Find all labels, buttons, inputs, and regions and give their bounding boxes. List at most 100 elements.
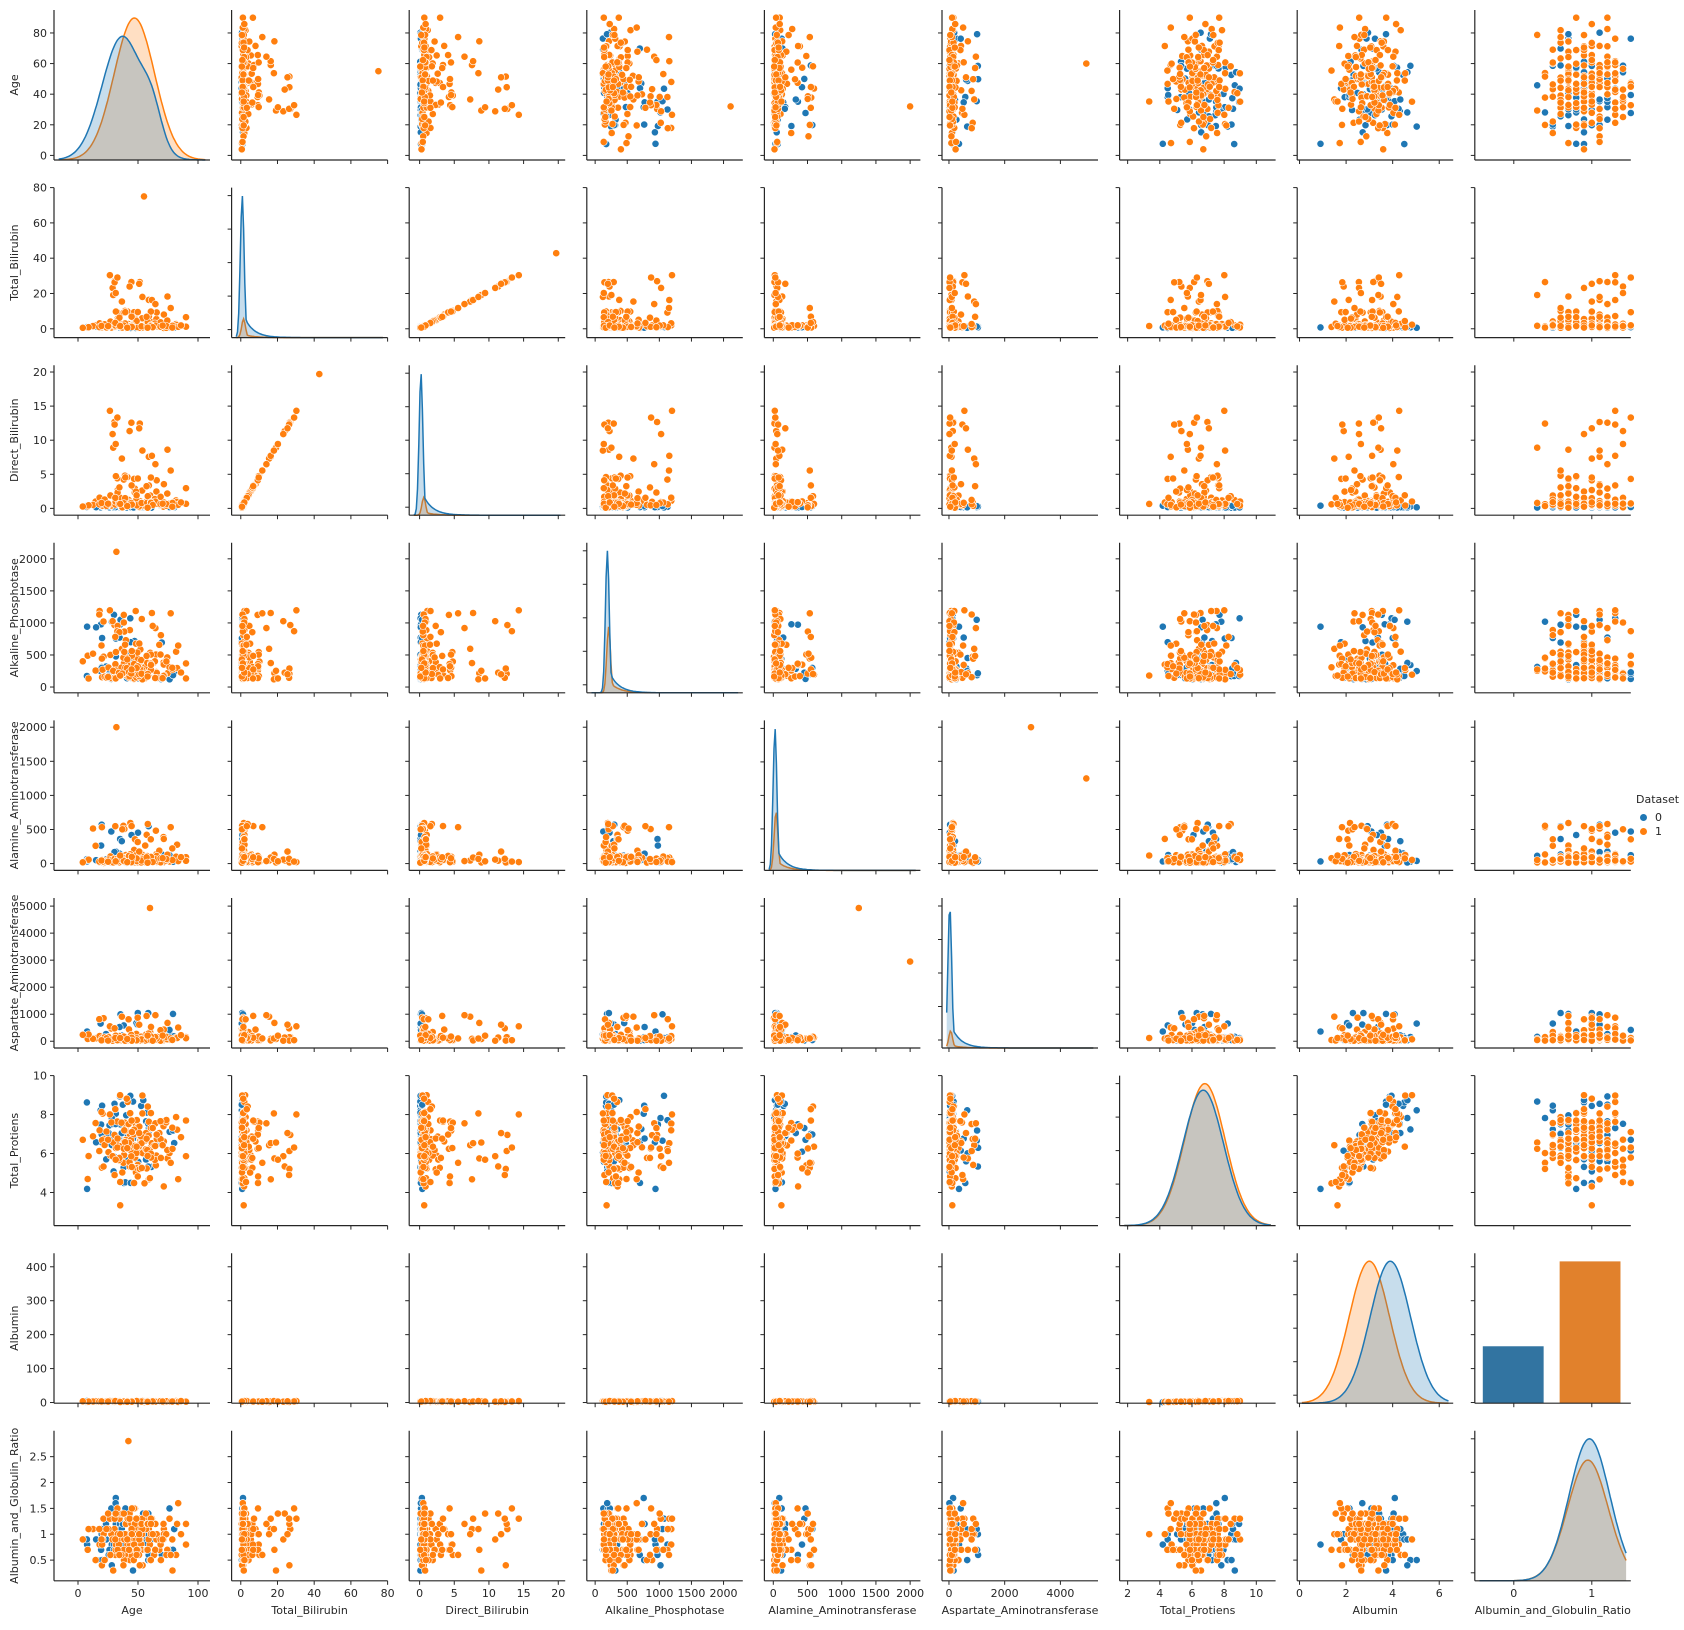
y-tick-label: 2000: [19, 721, 47, 734]
x-axis-label-Albumin_and_Globulin_Ratio: Albumin_and_Globulin_Ratio: [1475, 1604, 1631, 1617]
x-tick-label: 4: [1156, 1587, 1163, 1600]
panel-Age-vs-Alkaline_Phosphotase: [582, 10, 743, 164]
panel-Direct_Bilirubin-vs-Age: 0 5 10 15 20 Direct_Bilirubin: [8, 365, 210, 520]
panel-Age-vs-Albumin_and_Globulin_Ratio: [1470, 10, 1635, 164]
y-tick-label: 60: [33, 58, 47, 71]
panel-Alkaline_Phosphotase-vs-Albumin_and_Globulin_Ratio: [1470, 542, 1635, 697]
panel-Alkaline_Phosphotase-vs-Aspartate_Aminotransferase: [938, 542, 1098, 697]
panel-Total_Bilirubin-vs-Total_Protiens: [1115, 187, 1276, 342]
x-tick-label: 2000: [991, 1587, 1019, 1600]
x-tick-label: 500: [617, 1587, 638, 1600]
panel-Total_Bilirubin-vs-Alamine_Aminotransferase: [760, 187, 921, 342]
panel-Aspartate_Aminotransferase-vs-Age: 0 1000 2000 3000 4000 5000Aspartate_Aminotran…: [8, 894, 210, 1052]
panel-Albumin-vs-Albumin_and_Globulin_Ratio: [1470, 1253, 1631, 1408]
panel-Aspartate_Aminotransferase-vs-Alamine_Aminotransferase: [760, 898, 921, 1052]
y-tick-label: 1500: [19, 585, 47, 598]
panel-Total_Protiens-vs-Total_Protiens: [1115, 1075, 1276, 1230]
x-tick-label: 0: [416, 1587, 423, 1600]
panel-Alkaline_Phosphotase-vs-Alkaline_Phosphotase: [582, 542, 743, 697]
panel-Alkaline_Phosphotase-vs-Albumin: [1293, 542, 1454, 697]
x-axis-label-Total_Bilirubin: Total_Bilirubin: [270, 1604, 347, 1617]
y-tick-label: 20: [33, 119, 47, 132]
panel-Aspartate_Aminotransferase-vs-Alkaline_Phosphotase: [582, 898, 743, 1052]
legend-label-1: 1: [1655, 824, 1662, 838]
bar-1: [1559, 1261, 1621, 1404]
panel-Total_Protiens-vs-Albumin_and_Globulin_Ratio: [1470, 1075, 1635, 1230]
panel-Albumin-vs-Aspartate_Aminotransferase: [938, 1253, 1098, 1408]
y-tick-label: 3000: [19, 954, 47, 967]
y-tick-label: 6: [40, 1148, 47, 1161]
x-tick-label: 4: [1389, 1587, 1396, 1600]
panel-Total_Bilirubin-vs-Total_Bilirubin: [227, 187, 389, 342]
y-tick-label: 0: [40, 502, 47, 515]
y-tick-label: 1000: [19, 789, 47, 802]
y-tick-label: 0.5: [30, 1554, 48, 1567]
panel-Direct_Bilirubin-vs-Alamine_Aminotransferase: [760, 365, 921, 520]
panel-Alamine_Aminotransferase-vs-Alamine_Aminotransferase: [760, 720, 921, 875]
panel-Albumin_and_Globulin_Ratio-vs-Alkaline_Phosphotase: 0 500 1000 1500 2000 Alkaline_Phosphotase: [582, 1430, 743, 1617]
x-axis-label-Alamine_Aminotransferase: Alamine_Aminotransferase: [768, 1604, 916, 1617]
x-tick-label: 0: [1296, 1587, 1303, 1600]
x-tick-label: 2000: [896, 1587, 924, 1600]
y-tick-label: 8: [40, 1109, 47, 1122]
y-tick-label: 15: [33, 400, 47, 413]
y-tick-label: 100: [26, 1363, 47, 1376]
y-axis-label-Alkaline_Phosphotase: Alkaline_Phosphotase: [8, 558, 21, 677]
panel-Aspartate_Aminotransferase-vs-Total_Protiens: [1115, 898, 1276, 1052]
x-tick-label: 2: [1343, 1587, 1350, 1600]
x-tick-label: 10: [482, 1587, 496, 1600]
panel-Aspartate_Aminotransferase-vs-Total_Bilirubin: [227, 898, 389, 1052]
panel-Total_Bilirubin-vs-Albumin_and_Globulin_Ratio: [1470, 187, 1635, 342]
panel-Albumin_and_Globulin_Ratio-vs-Albumin: 0 2 4 6 Albumin: [1293, 1430, 1454, 1617]
x-tick-label: 40: [307, 1587, 321, 1600]
x-axis-label-Alkaline_Phosphotase: Alkaline_Phosphotase: [605, 1604, 724, 1617]
x-tick-label: 0: [237, 1587, 244, 1600]
panel-Age-vs-Aspartate_Aminotransferase: [938, 10, 1098, 164]
y-tick-label: 20: [33, 287, 47, 300]
legend-marker-0-icon: [1640, 813, 1647, 821]
legend-entry-0: 0: [1636, 810, 1679, 824]
y-tick-label: 400: [26, 1261, 47, 1274]
panel-Aspartate_Aminotransferase-vs-Albumin_and_Globulin_Ratio: [1470, 898, 1635, 1052]
panel-Albumin-vs-Alkaline_Phosphotase: [582, 1253, 743, 1408]
x-tick-label: 20: [270, 1587, 284, 1600]
y-tick-label: 0: [40, 149, 47, 162]
y-axis-label-Albumin_and_Globulin_Ratio: Albumin_and_Globulin_Ratio: [8, 1427, 21, 1583]
panel-Total_Bilirubin-vs-Aspartate_Aminotransferase: [938, 187, 1098, 342]
x-axis-label-Aspartate_Aminotransferase: Aspartate_Aminotransferase: [942, 1604, 1099, 1617]
x-tick-label: 60: [344, 1587, 358, 1600]
panel-Albumin-vs-Albumin: [1293, 1253, 1454, 1408]
panel-Albumin_and_Globulin_Ratio-vs-Albumin_and_Globulin_Ratio: 0 1 Albumin_and_Globulin_Ratio: [1470, 1430, 1631, 1617]
legend-entry-1: 1: [1636, 824, 1679, 838]
panel-Albumin-vs-Alamine_Aminotransferase: [760, 1253, 921, 1408]
y-tick-label: 1.5: [30, 1502, 48, 1515]
panel-Albumin_and_Globulin_Ratio-vs-Total_Bilirubin: 0 20 40 60 80 Total_Bilirubin: [227, 1430, 395, 1617]
panel-Direct_Bilirubin-vs-Total_Bilirubin: [227, 365, 389, 520]
x-tick-label: 1: [1588, 1587, 1595, 1600]
x-tick-label: 5: [451, 1587, 458, 1600]
panel-Albumin_and_Globulin_Ratio-vs-Direct_Bilirubin: 0 5 10 15 20 Direct_Bilirubin: [405, 1430, 565, 1617]
y-tick-label: 60: [33, 217, 47, 230]
y-tick-label: 4000: [19, 927, 47, 940]
y-tick-label: 200: [26, 1329, 47, 1342]
panel-Albumin_and_Globulin_Ratio-vs-Age: 0 50 100 0.5 1 1.5 2 2.5 Age Albumin_and_Globulin…: [8, 1427, 210, 1617]
x-tick-label: 0: [75, 1587, 82, 1600]
panel-Total_Bilirubin-vs-Albumin: [1293, 187, 1454, 342]
x-tick-label: 15: [517, 1587, 531, 1600]
x-tick-label: 1000: [828, 1587, 856, 1600]
panel-Alamine_Aminotransferase-vs-Albumin_and_Globulin_Ratio: [1470, 720, 1635, 875]
panel-Alkaline_Phosphotase-vs-Total_Bilirubin: [227, 542, 389, 697]
panel-Alkaline_Phosphotase-vs-Direct_Bilirubin: [405, 542, 566, 697]
panel-Age-vs-Direct_Bilirubin: [405, 10, 566, 164]
y-tick-label: 2000: [19, 981, 47, 994]
panel-Total_Protiens-vs-Total_Bilirubin: [227, 1075, 389, 1230]
x-tick-label: 8: [1221, 1587, 1228, 1600]
panel-Age-vs-Total_Bilirubin: [227, 10, 389, 164]
legend-marker-1-icon: [1640, 827, 1647, 835]
y-tick-label: 1500: [19, 755, 47, 768]
y-axis-label-Direct_Bilirubin: Direct_Bilirubin: [8, 398, 21, 482]
y-tick-label: 1000: [19, 1008, 47, 1021]
y-tick-label: 10: [33, 434, 47, 447]
panel-Alamine_Aminotransferase-vs-Total_Bilirubin: [227, 720, 389, 875]
